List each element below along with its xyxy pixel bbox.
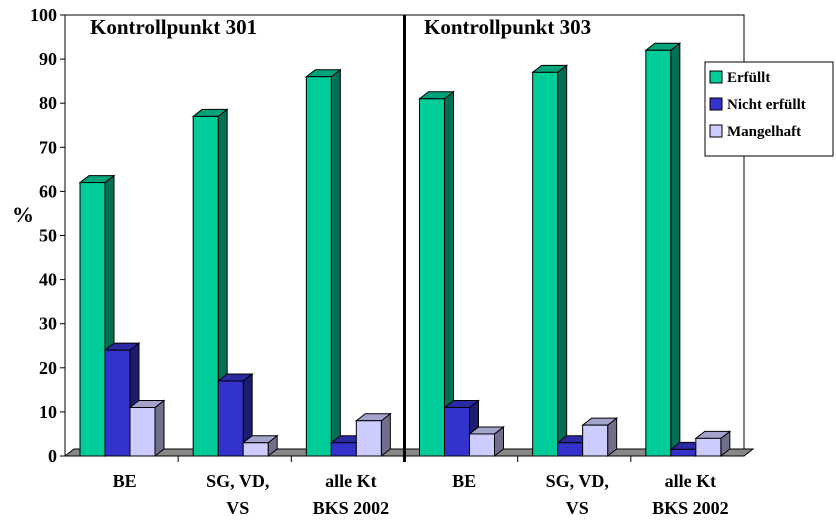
bar — [418, 90, 455, 458]
bar-front — [557, 442, 584, 457]
y-tick-label: 20 — [39, 358, 57, 378]
legend-swatch — [709, 97, 723, 111]
bar — [694, 430, 732, 458]
bar-front — [305, 76, 332, 457]
bar-side — [154, 399, 165, 458]
y-tick-label: 0 — [48, 446, 57, 466]
bar — [191, 108, 229, 458]
bar-front — [104, 349, 131, 457]
bar-front — [242, 442, 269, 457]
bar — [581, 417, 619, 458]
bar — [468, 425, 505, 458]
y-tick-label: 40 — [39, 270, 57, 290]
bar-front — [330, 442, 357, 457]
panel-title-2: Kontrollpunkt 303 — [424, 15, 591, 39]
legend-swatch — [709, 70, 723, 84]
y-tick-label: 10 — [39, 402, 57, 422]
bar-side — [330, 68, 341, 458]
x-category-label: BE — [452, 471, 476, 491]
bar-side — [670, 42, 681, 458]
bar — [354, 412, 392, 458]
bar — [443, 399, 480, 458]
chart-bars — [78, 42, 732, 458]
x-category-label: SG, VD, — [546, 471, 609, 491]
bar-front — [444, 406, 470, 457]
panel-title-1: Kontrollpunkt 301 — [90, 15, 257, 39]
x-category-label: VS — [226, 498, 249, 518]
bar-front — [217, 380, 244, 457]
x-category-label: BKS 2002 — [652, 498, 729, 518]
y-tick-label: 90 — [39, 49, 57, 69]
bar — [644, 42, 682, 458]
x-category-label: SG, VD, — [206, 471, 269, 491]
legend-label: Nicht erfüllt — [727, 97, 806, 113]
legend: Erfüllt Nicht erfüllt Mangelhaft — [704, 61, 834, 157]
bar — [241, 434, 279, 458]
bar-front — [355, 420, 382, 457]
y-tick-label: 100 — [30, 5, 57, 25]
bar-front — [670, 448, 697, 457]
legend-label: Erfüllt — [727, 70, 770, 86]
bar-front — [129, 406, 156, 457]
bar — [216, 373, 254, 458]
chart-labels: 0 10 20 30 40 50 60 70 80 90 100 BE SG, VD, VS alle Kt… — [30, 5, 729, 518]
legend-box — [704, 61, 834, 157]
bar-front — [192, 115, 219, 457]
bar-side — [557, 64, 568, 458]
bar-front — [695, 437, 722, 457]
bar — [103, 342, 141, 458]
x-category-label: BE — [113, 471, 137, 491]
y-tick-label: 80 — [39, 93, 57, 113]
bar-front — [532, 71, 559, 457]
x-category-label: BKS 2002 — [313, 498, 390, 518]
y-tick-label: 30 — [39, 314, 57, 334]
x-category-label: alle Kt — [665, 471, 717, 491]
x-category-label: alle Kt — [325, 471, 377, 491]
bar-front — [469, 433, 495, 457]
y-tick-label: 60 — [39, 181, 57, 201]
bar — [128, 399, 166, 458]
bar-front — [419, 98, 445, 457]
x-category-label: VS — [566, 498, 589, 518]
y-tick-label: 70 — [39, 137, 57, 157]
y-axis-label: % — [12, 202, 34, 227]
bar — [531, 64, 569, 458]
legend-swatch — [709, 124, 723, 138]
bar — [304, 68, 342, 458]
bar-front — [645, 49, 672, 457]
legend-label: Mangelhaft — [727, 124, 801, 140]
y-tick-label: 50 — [39, 226, 57, 246]
bar-front — [79, 182, 106, 457]
bar-front — [582, 424, 609, 457]
